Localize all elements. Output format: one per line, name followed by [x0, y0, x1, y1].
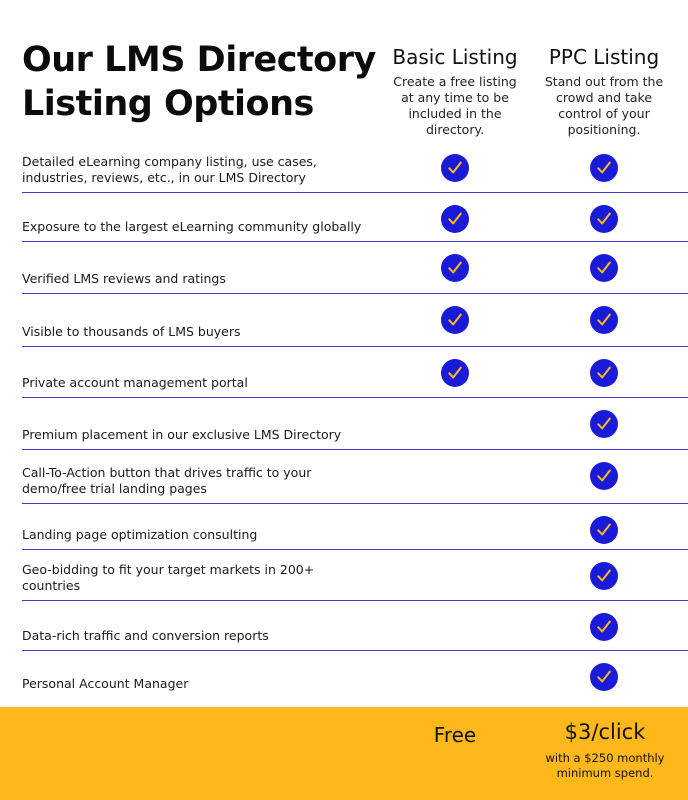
basic-listing-description: Create a free listing at any time to be …: [393, 74, 517, 137]
feature-label: Call-To-Action button that drives traffi…: [22, 465, 312, 496]
pricing-footer: Free $3/click with a $250 monthly minimu…: [0, 707, 688, 800]
basic-check-icon: [441, 205, 469, 233]
page-title: Our LMS Directory Listing Options: [22, 40, 376, 124]
row-divider: [22, 346, 688, 347]
feature-row: Premium placement in our exclusive LMS D…: [0, 398, 688, 450]
row-divider: [22, 549, 688, 550]
ppc-price-note: with a $250 monthly minimum spend.: [545, 751, 665, 780]
ppc-check-icon: [590, 462, 618, 490]
ppc-check-icon: [590, 154, 618, 182]
basic-check-icon: [441, 154, 469, 182]
feature-row: Landing page optimization consulting: [0, 504, 688, 550]
feature-label: Detailed eLearning company listing, use …: [22, 154, 317, 185]
ppc-check-icon: [590, 410, 618, 438]
feature-row: Visible to thousands of LMS buyers: [0, 294, 688, 347]
feature-row: Geo-bidding to fit your target markets i…: [0, 550, 688, 601]
feature-label: Data-rich traffic and conversion reports: [22, 628, 269, 643]
feature-row: Call-To-Action button that drives traffi…: [0, 450, 688, 504]
row-divider: [22, 397, 688, 398]
feature-row: Personal Account Manager: [0, 651, 688, 699]
ppc-listing-description: Stand out from the crowd and take contro…: [544, 74, 664, 137]
basic-check-icon: [441, 359, 469, 387]
row-divider: [22, 241, 688, 242]
feature-label: Private account management portal: [22, 375, 248, 390]
ppc-listing-header: PPC Listing Stand out from the crowd and…: [535, 44, 673, 138]
feature-row: Verified LMS reviews and ratings: [0, 242, 688, 294]
basic-check-icon: [441, 306, 469, 334]
feature-label: Visible to thousands of LMS buyers: [22, 324, 241, 339]
ppc-check-icon: [590, 516, 618, 544]
feature-comparison-table: Detailed eLearning company listing, use …: [0, 142, 688, 699]
ppc-listing-title: PPC Listing: [548, 45, 660, 69]
ppc-check-icon: [590, 306, 618, 334]
row-divider: [22, 293, 688, 294]
feature-label: Geo-bidding to fit your target markets i…: [22, 562, 315, 593]
row-divider: [22, 650, 688, 651]
ppc-check-icon: [590, 613, 618, 641]
feature-label: Verified LMS reviews and ratings: [22, 271, 226, 286]
basic-listing-title: Basic Listing: [392, 45, 518, 69]
ppc-check-icon: [590, 254, 618, 282]
basic-listing-header: Basic Listing Create a free listing at a…: [386, 44, 524, 138]
feature-label: Exposure to the largest eLearning commun…: [22, 219, 362, 234]
ppc-check-icon: [590, 359, 618, 387]
feature-label: Landing page optimization consulting: [22, 527, 258, 542]
ppc-check-icon: [590, 562, 618, 590]
basic-check-icon: [441, 254, 469, 282]
ppc-price: $3/click: [564, 720, 646, 744]
ppc-check-icon: [590, 205, 618, 233]
feature-label: Personal Account Manager: [22, 676, 189, 691]
row-divider: [22, 192, 688, 193]
ppc-check-icon: [590, 663, 618, 691]
row-divider: [22, 449, 688, 450]
row-divider: [22, 600, 688, 601]
row-divider: [22, 503, 688, 504]
feature-row: Exposure to the largest eLearning commun…: [0, 193, 688, 242]
feature-label: Premium placement in our exclusive LMS D…: [22, 427, 342, 442]
feature-row: Private account management portal: [0, 347, 688, 398]
feature-row: Detailed eLearning company listing, use …: [0, 142, 688, 193]
basic-price: Free: [433, 723, 477, 747]
ppc-price-block: $3/click with a $250 monthly minimum spe…: [530, 719, 680, 781]
feature-row: Data-rich traffic and conversion reports: [0, 601, 688, 651]
